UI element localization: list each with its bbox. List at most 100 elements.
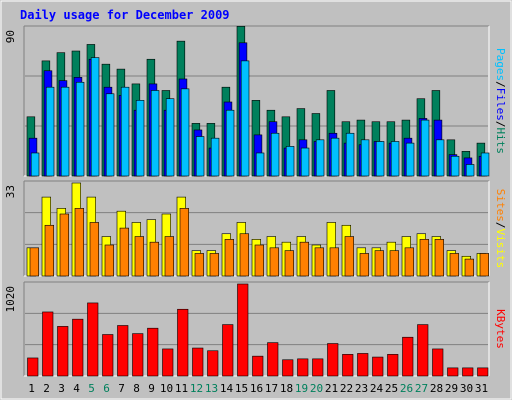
- bar-pages-day-18: [285, 146, 295, 177]
- bar-kbytes-day-14: [222, 324, 234, 377]
- bar-sites-day-31: [479, 253, 489, 277]
- bar-kbytes-day-7: [117, 325, 129, 377]
- x-tick-label-day-17: 17: [265, 382, 278, 395]
- hits-panel-axis-label: Pages/Files/Hits: [494, 48, 507, 154]
- bar-sites-day-4: [74, 208, 84, 277]
- bar-pages-day-4: [75, 81, 85, 177]
- bar-sites-day-23: [359, 253, 369, 277]
- bar-sites-day-21: [329, 247, 339, 277]
- bar-pages-day-14: [225, 109, 235, 177]
- bar-pages-day-5: [90, 57, 100, 177]
- x-tick-label-day-11: 11: [175, 382, 188, 395]
- bar-kbytes-day-26: [402, 336, 414, 377]
- bar-kbytes-day-23: [357, 353, 369, 377]
- bar-sites-day-29: [449, 253, 459, 277]
- bar-sites-day-18: [284, 250, 294, 277]
- bar-kbytes-day-1: [27, 357, 39, 377]
- bar-kbytes-day-19: [297, 358, 309, 377]
- bar-kbytes-day-30: [462, 367, 474, 377]
- bar-pages-day-16: [255, 152, 265, 177]
- bar-sites-day-25: [389, 250, 399, 277]
- x-tick-label-day-13: 13: [205, 382, 218, 395]
- bar-sites-day-5: [89, 222, 99, 277]
- bar-sites-day-20: [314, 247, 324, 277]
- bar-kbytes-day-28: [432, 348, 444, 377]
- bar-sites-day-1: [29, 247, 39, 277]
- x-tick-label-day-4: 4: [73, 382, 80, 395]
- x-tick-label-day-16: 16: [250, 382, 263, 395]
- bar-kbytes-day-16: [252, 355, 264, 377]
- bar-sites-day-9: [149, 241, 159, 277]
- bar-pages-day-2: [45, 86, 55, 177]
- x-tick-label-day-29: 29: [445, 382, 458, 395]
- bar-sites-day-28: [434, 239, 444, 277]
- x-tick-label-day-15: 15: [235, 382, 248, 395]
- visits-panel-max-label: 33: [4, 185, 17, 198]
- bar-kbytes-day-15: [237, 283, 249, 377]
- chart-title: Daily usage for December 2009: [20, 8, 230, 22]
- bar-sites-day-12: [194, 253, 204, 277]
- x-tick-label-day-31: 31: [475, 382, 488, 395]
- bar-pages-day-30: [465, 164, 475, 177]
- bar-kbytes-day-27: [417, 324, 429, 377]
- bar-pages-day-10: [165, 98, 175, 177]
- bar-pages-day-22: [345, 132, 355, 177]
- bar-pages-day-15: [240, 60, 250, 177]
- bar-kbytes-day-31: [477, 367, 489, 377]
- x-tick-label-day-3: 3: [58, 382, 65, 395]
- bar-pages-day-26: [405, 142, 415, 177]
- bar-pages-day-23: [360, 139, 370, 177]
- bar-kbytes-day-4: [72, 318, 84, 377]
- bar-sites-day-24: [374, 250, 384, 277]
- x-tick-label-day-28: 28: [430, 382, 443, 395]
- bar-sites-day-2: [44, 224, 54, 277]
- visits-sites-panel: 33 Sites/Visits: [4, 180, 507, 277]
- bar-pages-day-25: [390, 141, 400, 177]
- x-tick-label-day-5: 5: [88, 382, 95, 395]
- bar-pages-day-11: [180, 88, 190, 177]
- bar-kbytes-day-17: [267, 342, 279, 377]
- bar-kbytes-day-6: [102, 334, 114, 377]
- bar-sites-day-26: [404, 247, 414, 277]
- bar-pages-day-8: [135, 100, 145, 177]
- x-tick-label-day-2: 2: [43, 382, 50, 395]
- x-tick-label-day-30: 30: [460, 382, 473, 395]
- x-tick-label-day-25: 25: [385, 382, 398, 395]
- x-tick-label-day-20: 20: [310, 382, 323, 395]
- bar-sites-day-3: [59, 213, 69, 277]
- bar-pages-day-6: [105, 93, 115, 177]
- bar-kbytes-day-11: [177, 308, 189, 377]
- bar-kbytes-day-13: [207, 350, 219, 377]
- bar-sites-day-13: [209, 253, 219, 277]
- x-tick-label-day-9: 9: [148, 382, 155, 395]
- bar-kbytes-day-8: [132, 333, 144, 377]
- bar-sites-day-16: [254, 244, 264, 277]
- bar-kbytes-day-22: [342, 354, 354, 377]
- bar-kbytes-day-10: [162, 348, 174, 377]
- bar-kbytes-day-2: [42, 311, 54, 377]
- bar-sites-day-10: [164, 236, 174, 277]
- bar-kbytes-day-9: [147, 327, 159, 377]
- bar-pages-day-3: [60, 86, 70, 177]
- bar-kbytes-day-29: [447, 367, 459, 377]
- x-tick-label-day-7: 7: [118, 382, 125, 395]
- bar-pages-day-27: [420, 119, 430, 177]
- x-tick-label-day-12: 12: [190, 382, 203, 395]
- x-tick-label-day-19: 19: [295, 382, 308, 395]
- bar-pages-day-24: [375, 141, 385, 177]
- x-tick-label-day-27: 27: [415, 382, 428, 395]
- bar-kbytes-day-3: [57, 326, 69, 377]
- x-tick-label-day-26: 26: [400, 382, 413, 395]
- bar-sites-day-19: [299, 241, 309, 277]
- bar-sites-day-8: [134, 236, 144, 277]
- bar-sites-day-14: [224, 239, 234, 277]
- bar-sites-day-6: [104, 244, 114, 277]
- x-tick-label-day-14: 14: [220, 382, 234, 395]
- bar-sites-day-17: [269, 247, 279, 277]
- kbytes-panel-max-label: 1020: [4, 286, 17, 313]
- bar-pages-day-28: [435, 139, 445, 177]
- bar-kbytes-day-5: [87, 302, 99, 377]
- bar-pages-day-17: [270, 132, 280, 177]
